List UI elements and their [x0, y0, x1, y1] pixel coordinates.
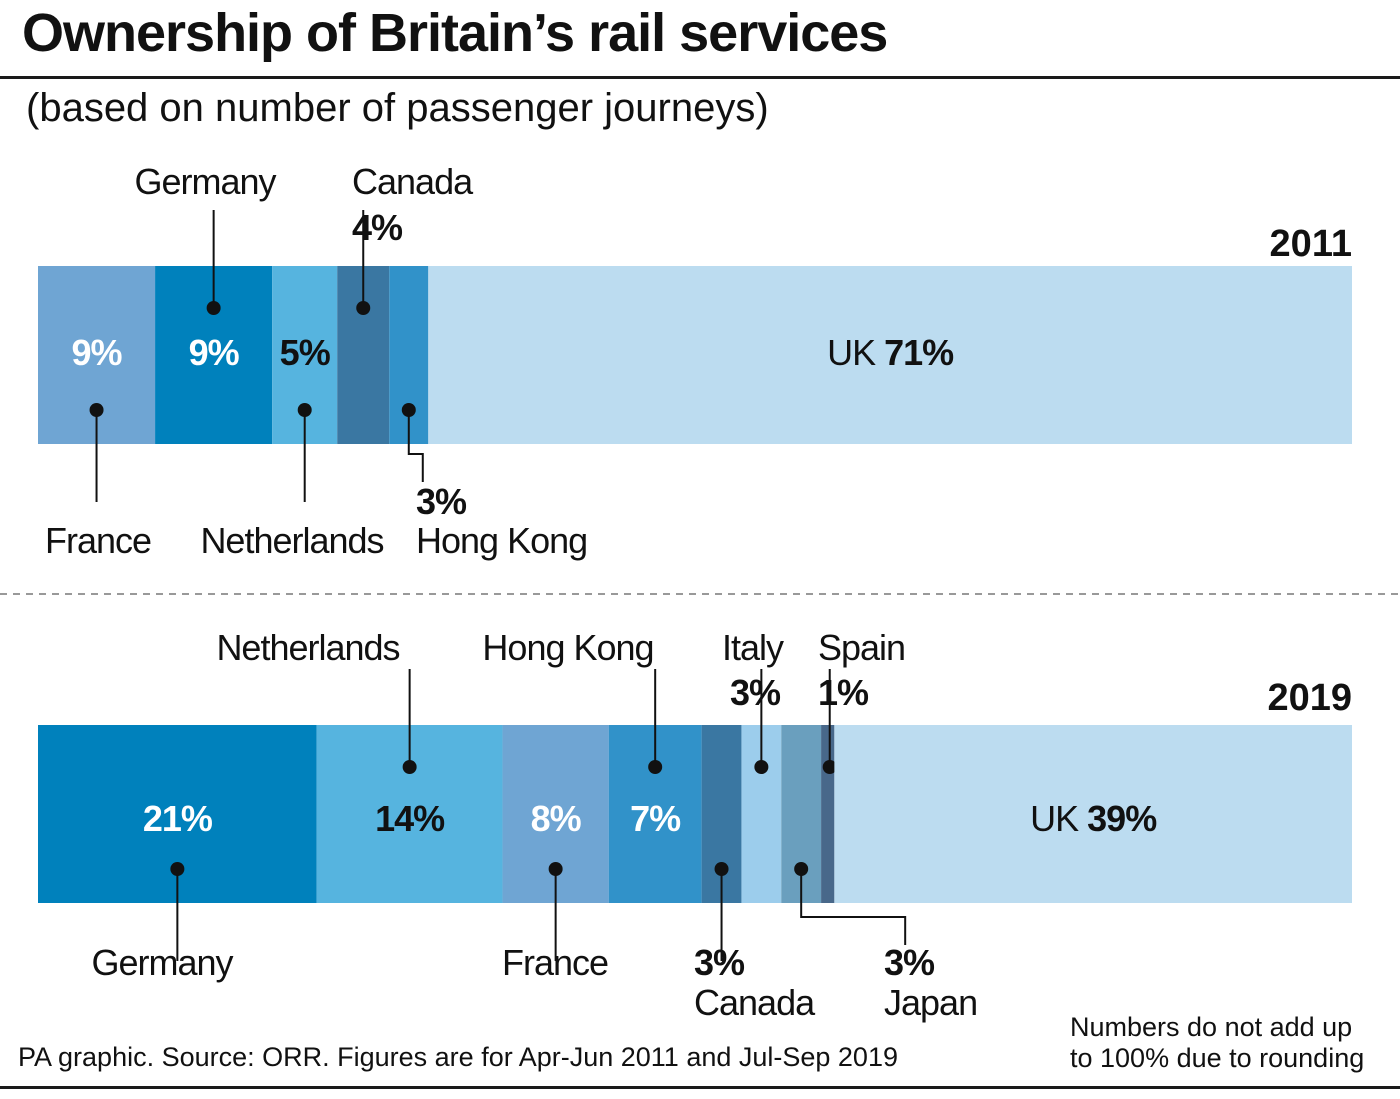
data-label-uk-2011: UK 71%	[827, 332, 954, 373]
data-label-value-uk-2011: 71%	[884, 332, 954, 373]
leader-dot-netherlands-2011	[297, 403, 312, 417]
data-label-uk-2019: UK 39%	[1030, 798, 1157, 839]
data-label-value-uk-2019: 39%	[1087, 798, 1157, 839]
callout-name-spain-2019: Spain	[818, 627, 905, 668]
callout-name-germany-2011: Germany	[134, 161, 276, 202]
leader-dot-japan-2019	[794, 862, 809, 876]
leader-dot-canada-2011	[356, 301, 371, 315]
callout-name-canada-2011: Canada	[352, 161, 474, 202]
data-label-germany-2019: 21%	[143, 798, 213, 839]
data-label-netherlands-2011: 5%	[280, 332, 331, 373]
year-label-2011: 2011	[1270, 223, 1352, 265]
callout-value-italy-2019: 3%	[730, 672, 781, 713]
page-subtitle: (based on number of passenger journeys)	[26, 86, 769, 130]
leader-dot-hong-kong-2011	[401, 403, 416, 417]
leader-line-japan-2019	[800, 869, 907, 945]
callout-name-italy-2019: Italy	[722, 627, 784, 668]
callout-value-japan-2019: 3%	[884, 942, 935, 983]
bottom-divider	[0, 1086, 1400, 1089]
callout-value-spain-2019: 1%	[818, 672, 869, 713]
callout-name-canada-2019: Canada	[694, 982, 816, 1023]
leader-dot-germany-2019	[170, 862, 185, 876]
leader-dot-canada-2019	[714, 862, 729, 876]
leader-line-hong-kong-2011	[407, 410, 424, 482]
leader-dot-spain-2019	[822, 760, 837, 774]
callout-name-hong-kong-2019: Hong Kong	[482, 627, 653, 668]
data-label-france-2011: 9%	[72, 332, 123, 373]
leader-dot-germany-2011	[206, 301, 221, 315]
leader-dot-netherlands-2019	[402, 760, 417, 774]
callout-value-canada-2011: 4%	[352, 207, 403, 248]
callout-name-hong-kong-2011: Hong Kong	[416, 520, 587, 561]
source-note: PA graphic. Source: ORR. Figures are for…	[18, 1042, 898, 1072]
data-label-name-uk-2011: UK	[827, 332, 884, 373]
leader-dot-italy-2019	[754, 760, 769, 774]
leader-dot-france-2019	[548, 862, 563, 876]
callout-name-netherlands-2011: Netherlands	[200, 520, 383, 561]
bar-segment-uk-2011	[428, 266, 1353, 444]
data-label-germany-2011: 9%	[189, 332, 240, 373]
data-label-name-uk-2019: UK	[1030, 798, 1087, 839]
footnote-line-1: Numbers do not add up	[1070, 1012, 1353, 1042]
callout-name-germany-2019: Germany	[91, 942, 233, 983]
year-label-2019: 2019	[1267, 677, 1352, 719]
footnote-line-2: to 100% due to rounding	[1070, 1043, 1365, 1073]
leader-dot-hong-kong-2019	[648, 760, 663, 774]
data-label-hong-kong-2019: 7%	[630, 798, 681, 839]
page-title: Ownership of Britain’s rail services	[22, 3, 888, 63]
callout-name-netherlands-2019: Netherlands	[216, 627, 399, 668]
bar-segment-spain-2019	[821, 725, 835, 903]
callout-name-france-2011: France	[45, 520, 151, 561]
leader-dot-france-2011	[89, 403, 104, 417]
callout-name-france-2019: France	[502, 942, 608, 983]
callout-name-japan-2019: Japan	[884, 982, 977, 1023]
data-label-netherlands-2019: 14%	[375, 798, 445, 839]
data-label-france-2019: 8%	[531, 798, 582, 839]
footnote: Numbers do not add up to 100% due to rou…	[1070, 1012, 1390, 1074]
callout-value-canada-2019: 3%	[694, 942, 745, 983]
bar-segment-uk-2019	[834, 725, 1352, 903]
callout-value-hong-kong-2011: 3%	[416, 481, 467, 522]
title-divider	[0, 76, 1400, 79]
